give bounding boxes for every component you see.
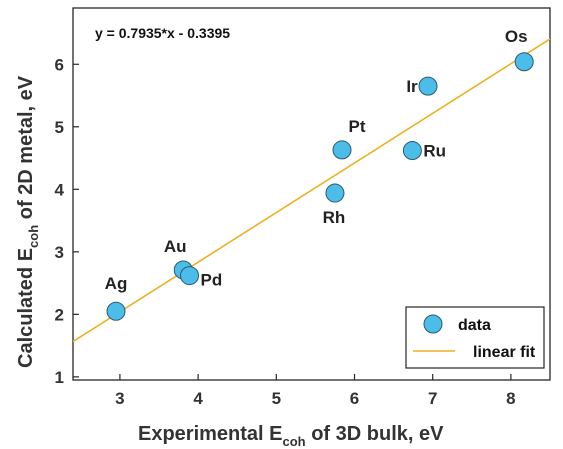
points-layer	[106, 52, 534, 321]
point-label-au: Au	[164, 237, 187, 256]
y-axis-title: Calculated Ecoh of 2D metal, eV	[15, 75, 41, 368]
point-label-pd: Pd	[201, 271, 223, 290]
y-tick-label: 4	[55, 180, 65, 199]
data-point-ir	[418, 76, 438, 96]
data-point-rh	[325, 183, 345, 203]
data-point-ag	[106, 301, 126, 321]
point-labels: Ag Au Pd Rh Pt Ru Ir Os	[105, 27, 528, 293]
data-point-os	[514, 52, 534, 72]
y-tick-label: 2	[55, 305, 64, 324]
x-tick-label: 6	[350, 389, 359, 408]
legend: data linear fit	[405, 306, 545, 369]
x-axis-title: Experimental Ecoh of 3D bulk, eV	[138, 423, 444, 449]
legend-label-data: data	[458, 317, 491, 334]
x-tick-label: 8	[506, 389, 515, 408]
y-tick-label: 6	[55, 55, 64, 74]
point-label-ir: Ir	[406, 77, 418, 96]
y-tick-label: 5	[55, 118, 64, 137]
x-tick-label: 3	[115, 389, 124, 408]
data-point-pt	[332, 140, 352, 160]
legend-label-fit: linear fit	[473, 344, 536, 361]
data-point-ru	[402, 141, 422, 161]
x-tick-label: 4	[193, 389, 203, 408]
data-point-pd	[180, 266, 200, 286]
legend-marker-data	[423, 314, 443, 334]
point-label-pt: Pt	[348, 117, 365, 136]
equation-annotation: y = 0.7935*x - 0.3395	[95, 25, 230, 41]
point-label-rh: Rh	[323, 208, 346, 227]
point-label-ag: Ag	[105, 274, 128, 293]
fit-layer	[72, 38, 551, 343]
x-tick-label: 7	[428, 389, 437, 408]
axis-ticks: 3 4 5 6 7 8 1 2 3 4 5 6	[55, 55, 516, 408]
linear-fit-line	[72, 38, 551, 343]
point-label-os: Os	[505, 27, 528, 46]
y-tick-label: 1	[55, 368, 64, 387]
y-tick-label: 3	[55, 243, 64, 262]
x-tick-label: 5	[272, 389, 281, 408]
point-label-ru: Ru	[423, 142, 446, 161]
